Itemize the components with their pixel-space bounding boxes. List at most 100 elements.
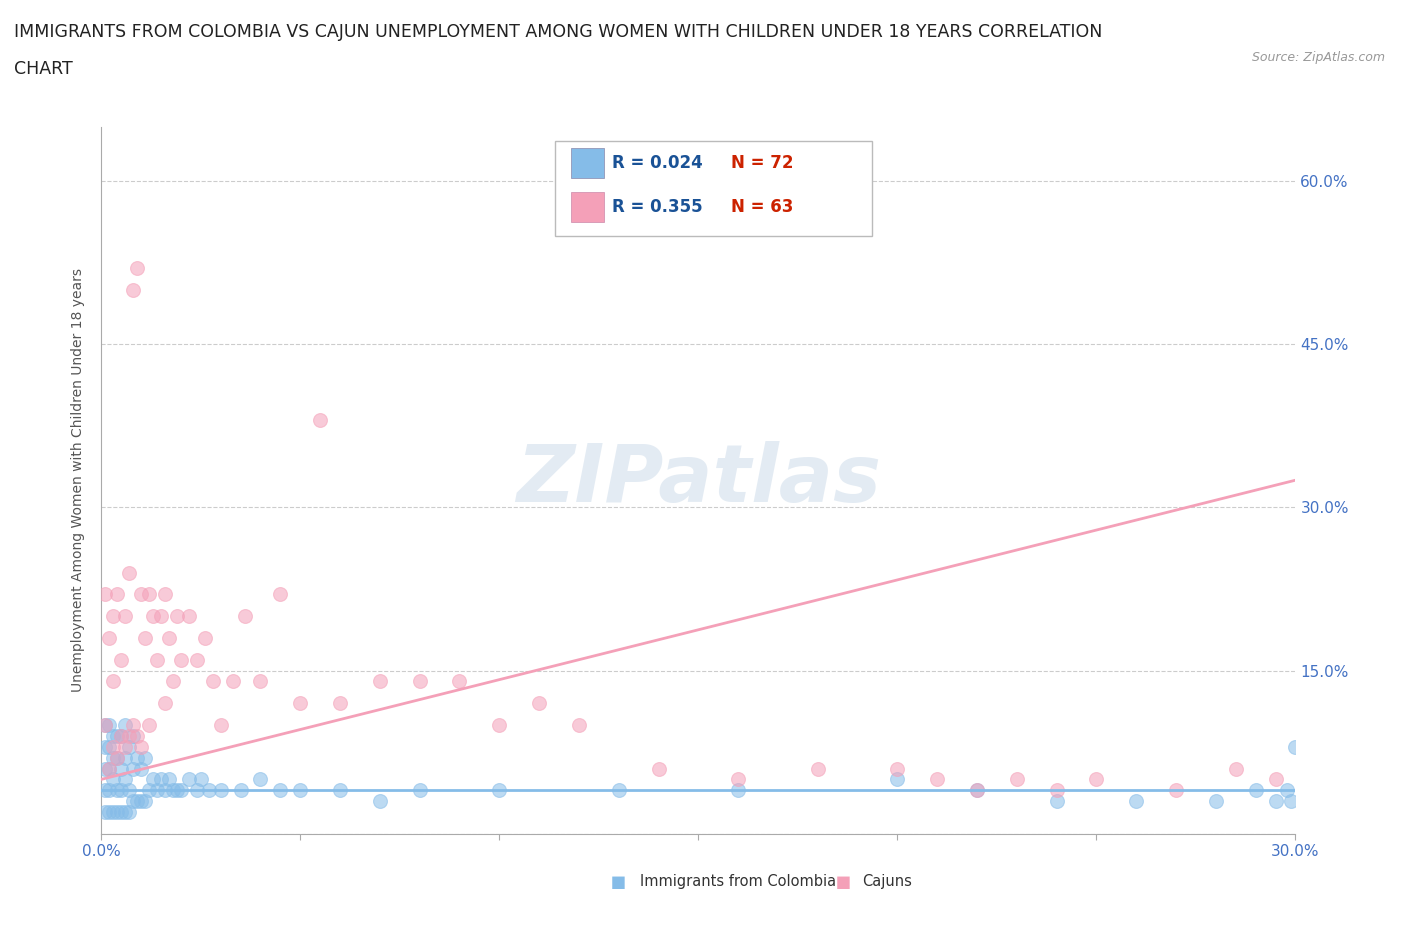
Text: R = 0.024: R = 0.024 (613, 153, 703, 172)
Point (166, 783, 188, 798)
Point (966, 783, 988, 798)
Point (727, 772, 749, 787)
Point (488, 718, 510, 733)
Point (309, 413, 332, 428)
Point (368, 674, 391, 689)
Point (727, 783, 749, 798)
Point (488, 783, 510, 798)
Text: ▪: ▪ (835, 870, 852, 894)
Text: IMMIGRANTS FROM COLOMBIA VS CAJUN UNEMPLOYMENT AMONG WOMEN WITH CHILDREN UNDER 1: IMMIGRANTS FROM COLOMBIA VS CAJUN UNEMPL… (14, 23, 1102, 41)
Point (101, 674, 124, 689)
Point (125, 728, 148, 743)
Point (1205, 793, 1227, 808)
Point (153, 783, 176, 798)
Point (1244, 783, 1267, 798)
Point (1046, 783, 1069, 798)
Point (94, 804, 117, 819)
Point (209, 718, 232, 733)
Point (233, 609, 256, 624)
Point (146, 652, 169, 667)
Point (1281, 793, 1303, 808)
Text: Immigrants from Colombia: Immigrants from Colombia (640, 874, 835, 889)
Point (125, 260, 148, 275)
Text: CHART: CHART (14, 60, 73, 78)
Point (142, 609, 165, 624)
Point (290, 783, 312, 798)
Point (118, 565, 141, 580)
Point (101, 772, 124, 787)
Point (157, 772, 180, 787)
Point (229, 783, 252, 798)
Point (368, 793, 391, 808)
Text: N = 63: N = 63 (731, 198, 793, 216)
Point (101, 804, 124, 819)
Point (122, 728, 145, 743)
Point (125, 793, 148, 808)
Point (98, 718, 121, 733)
Point (149, 772, 172, 787)
Point (1005, 772, 1028, 787)
FancyBboxPatch shape (571, 193, 605, 222)
Point (98, 739, 121, 754)
Point (105, 728, 128, 743)
Point (194, 631, 217, 645)
Point (94, 587, 117, 602)
Point (129, 793, 152, 808)
Point (122, 718, 145, 733)
Point (101, 751, 124, 765)
Point (94, 761, 117, 776)
Point (114, 751, 136, 765)
Point (114, 718, 136, 733)
Point (129, 739, 152, 754)
Point (118, 783, 141, 798)
Point (94, 739, 117, 754)
Point (114, 609, 136, 624)
Point (129, 761, 152, 776)
Text: N = 72: N = 72 (731, 153, 793, 172)
Point (98, 761, 121, 776)
Point (118, 728, 141, 743)
Point (162, 783, 184, 798)
Point (162, 674, 184, 689)
Text: ZIPatlas: ZIPatlas (516, 441, 880, 519)
Point (114, 739, 136, 754)
Point (118, 804, 141, 819)
Point (134, 751, 156, 765)
Point (110, 728, 132, 743)
Point (134, 793, 156, 808)
Point (197, 783, 219, 798)
Point (105, 783, 128, 798)
Point (170, 783, 193, 798)
Point (105, 751, 128, 765)
Point (134, 631, 156, 645)
Point (449, 674, 471, 689)
Point (98, 761, 121, 776)
Point (101, 739, 124, 754)
Point (186, 652, 208, 667)
Point (1046, 793, 1069, 808)
Point (114, 804, 136, 819)
Point (98, 783, 121, 798)
Y-axis label: Unemployment Among Women with Children Under 18 years: Unemployment Among Women with Children U… (72, 268, 86, 692)
Point (101, 609, 124, 624)
Text: ▪: ▪ (610, 870, 627, 894)
Point (177, 772, 200, 787)
FancyBboxPatch shape (571, 148, 605, 178)
Text: Source: ZipAtlas.com: Source: ZipAtlas.com (1251, 51, 1385, 64)
Point (807, 761, 830, 776)
Point (166, 609, 188, 624)
Point (142, 772, 165, 787)
Point (1264, 772, 1286, 787)
Point (105, 804, 128, 819)
Point (110, 728, 132, 743)
Point (105, 751, 128, 765)
Text: Cajuns: Cajuns (862, 874, 911, 889)
Point (94, 783, 117, 798)
Point (1164, 783, 1187, 798)
Point (125, 751, 148, 765)
Point (249, 674, 271, 689)
Point (177, 609, 200, 624)
Point (290, 696, 312, 711)
Point (118, 739, 141, 754)
Point (329, 696, 352, 711)
